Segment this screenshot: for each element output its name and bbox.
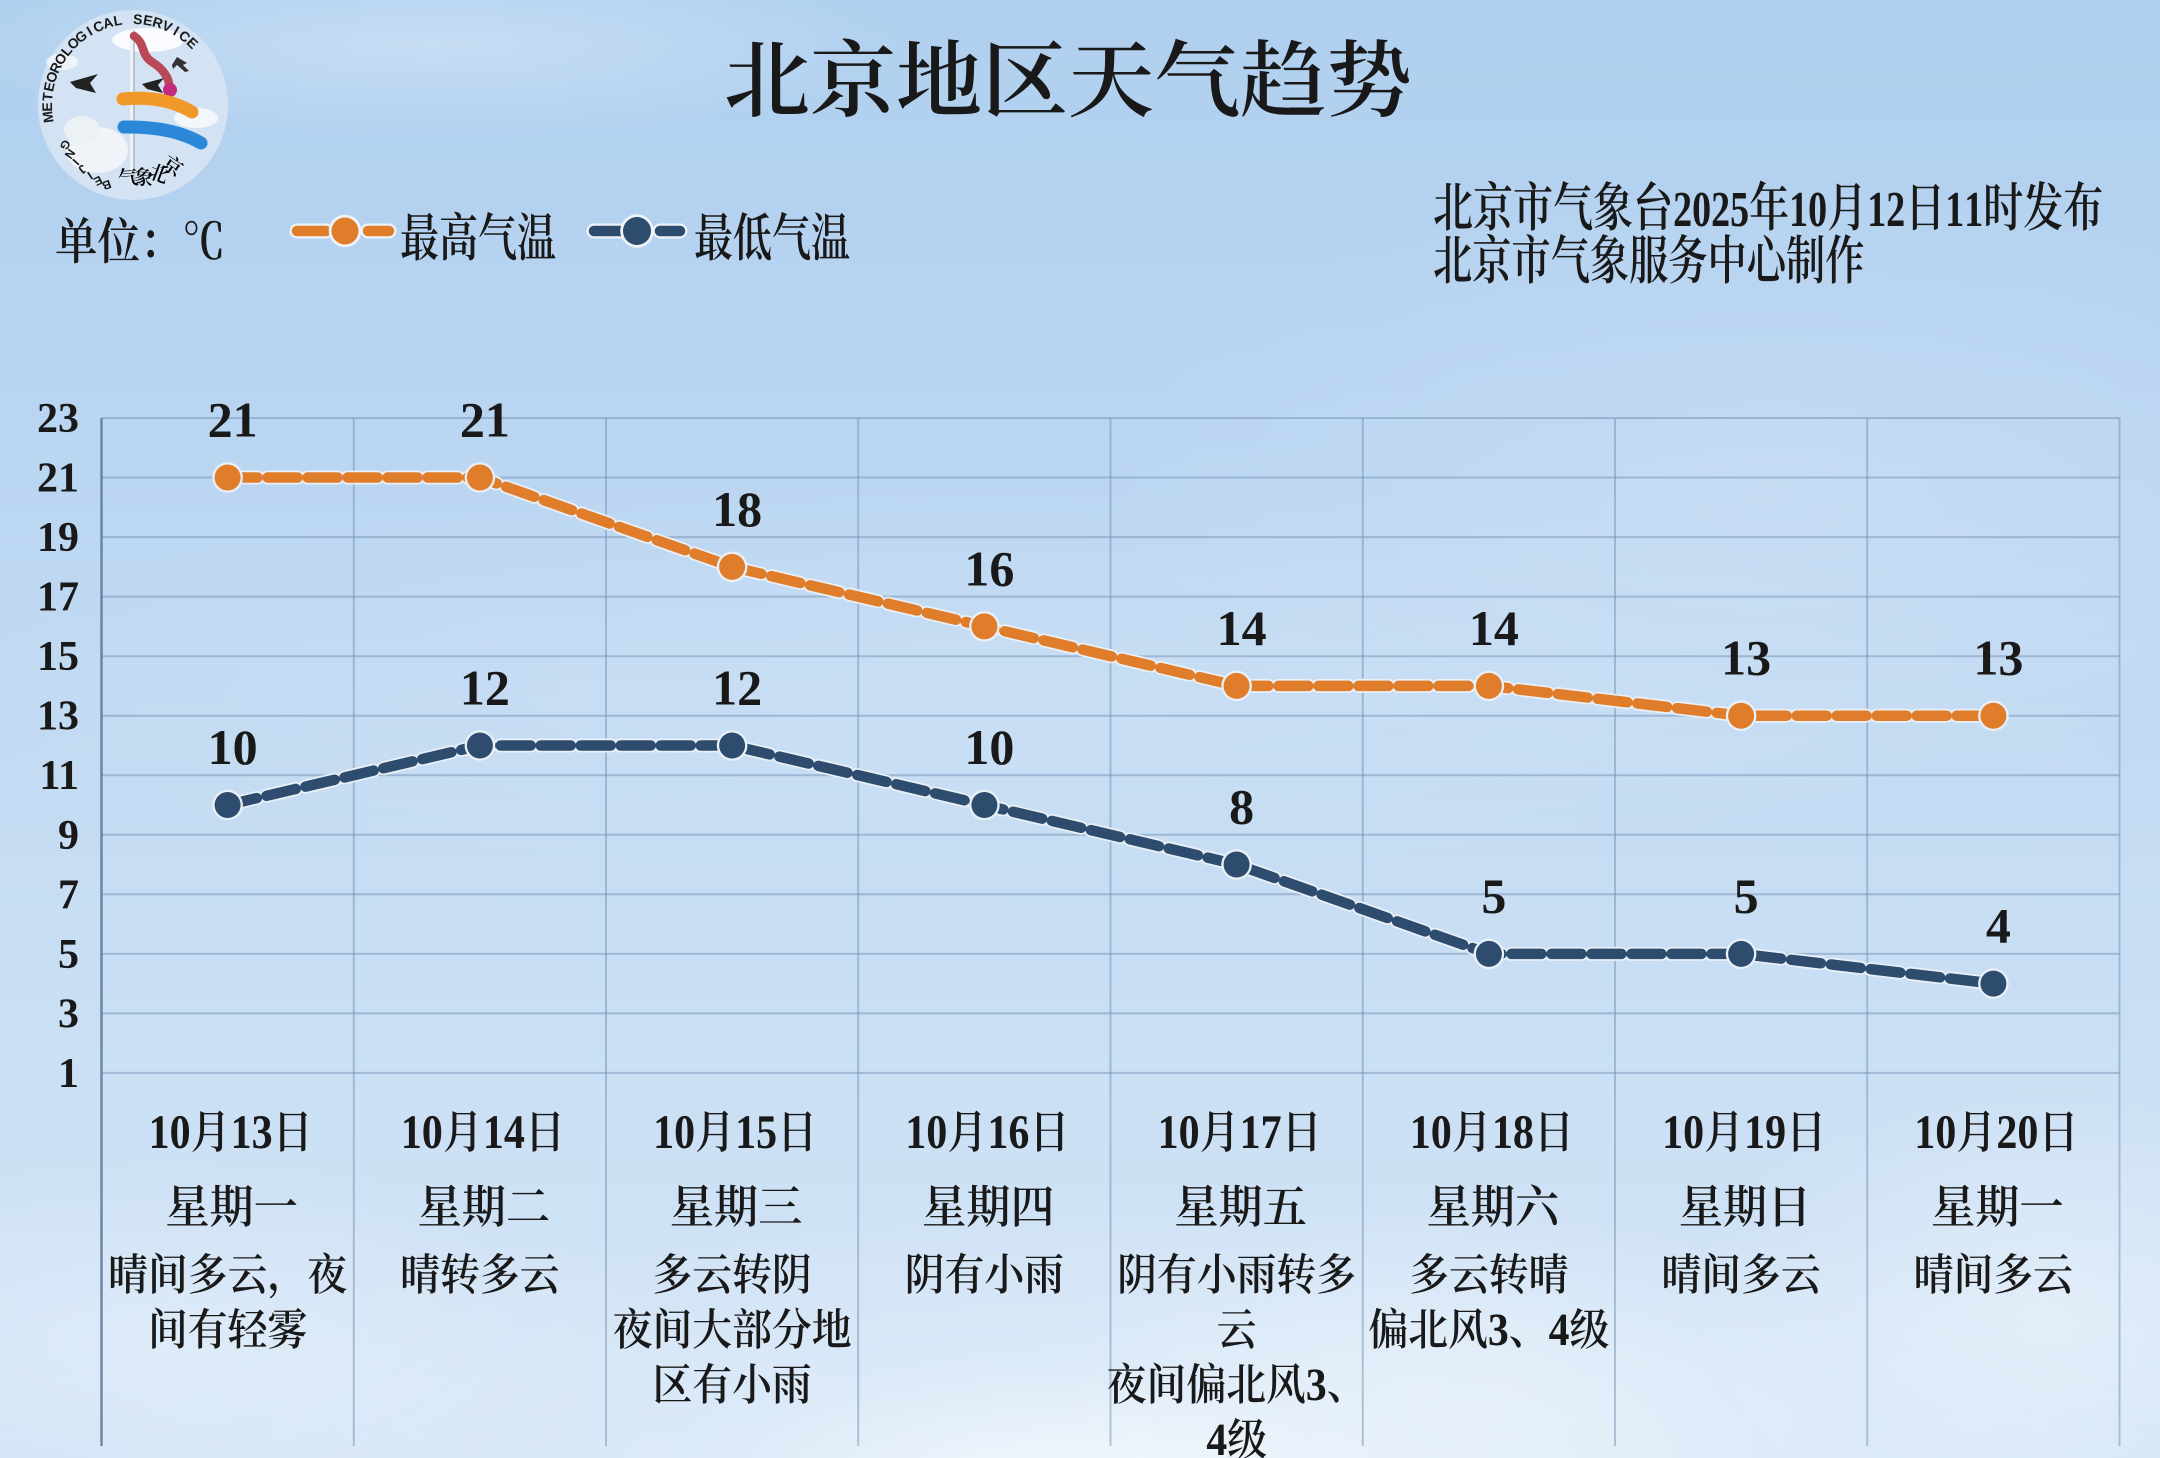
svg-text:I: I — [69, 156, 82, 168]
svg-text:23: 23 — [37, 396, 79, 442]
svg-text:E: E — [142, 12, 154, 29]
svg-text:17: 17 — [37, 575, 79, 621]
svg-text:E: E — [40, 80, 58, 93]
svg-text:5: 5 — [58, 932, 79, 978]
svg-text:9: 9 — [58, 813, 79, 859]
svg-text:O: O — [42, 69, 61, 85]
svg-text:T: T — [39, 91, 56, 101]
svg-text:13: 13 — [1973, 630, 2023, 686]
svg-text:21: 21 — [460, 392, 510, 448]
svg-text:10: 10 — [208, 719, 258, 775]
svg-text:4: 4 — [1986, 898, 2011, 954]
svg-text:1: 1 — [58, 1051, 79, 1097]
svg-text:5: 5 — [1734, 868, 1759, 924]
svg-text:19: 19 — [37, 515, 79, 561]
svg-text:10: 10 — [964, 719, 1014, 775]
svg-text:18: 18 — [712, 481, 762, 537]
svg-text:8: 8 — [1229, 779, 1254, 835]
svg-text:13: 13 — [1721, 630, 1771, 686]
svg-text:M: M — [39, 110, 56, 124]
svg-text:16: 16 — [964, 540, 1014, 596]
svg-text:3: 3 — [58, 991, 79, 1037]
svg-text:L: L — [112, 12, 124, 29]
svg-text:14: 14 — [1217, 600, 1267, 656]
svg-text:12: 12 — [460, 660, 510, 716]
svg-text:21: 21 — [37, 456, 79, 502]
svg-text:21: 21 — [208, 392, 258, 448]
svg-text:7: 7 — [58, 872, 79, 918]
svg-text:5: 5 — [1481, 868, 1506, 924]
svg-text:I: I — [85, 169, 96, 182]
svg-text:I: I — [171, 23, 182, 39]
svg-text:I: I — [84, 23, 95, 39]
svg-text:13: 13 — [37, 694, 79, 740]
svg-text:R: R — [151, 13, 165, 31]
svg-text:11: 11 — [39, 753, 79, 799]
svg-text:S: S — [133, 11, 143, 27]
svg-text:E: E — [39, 102, 55, 112]
svg-text:14: 14 — [1469, 600, 1519, 656]
svg-text:A: A — [101, 14, 115, 32]
svg-text:12: 12 — [712, 660, 762, 716]
svg-text:15: 15 — [37, 634, 79, 680]
